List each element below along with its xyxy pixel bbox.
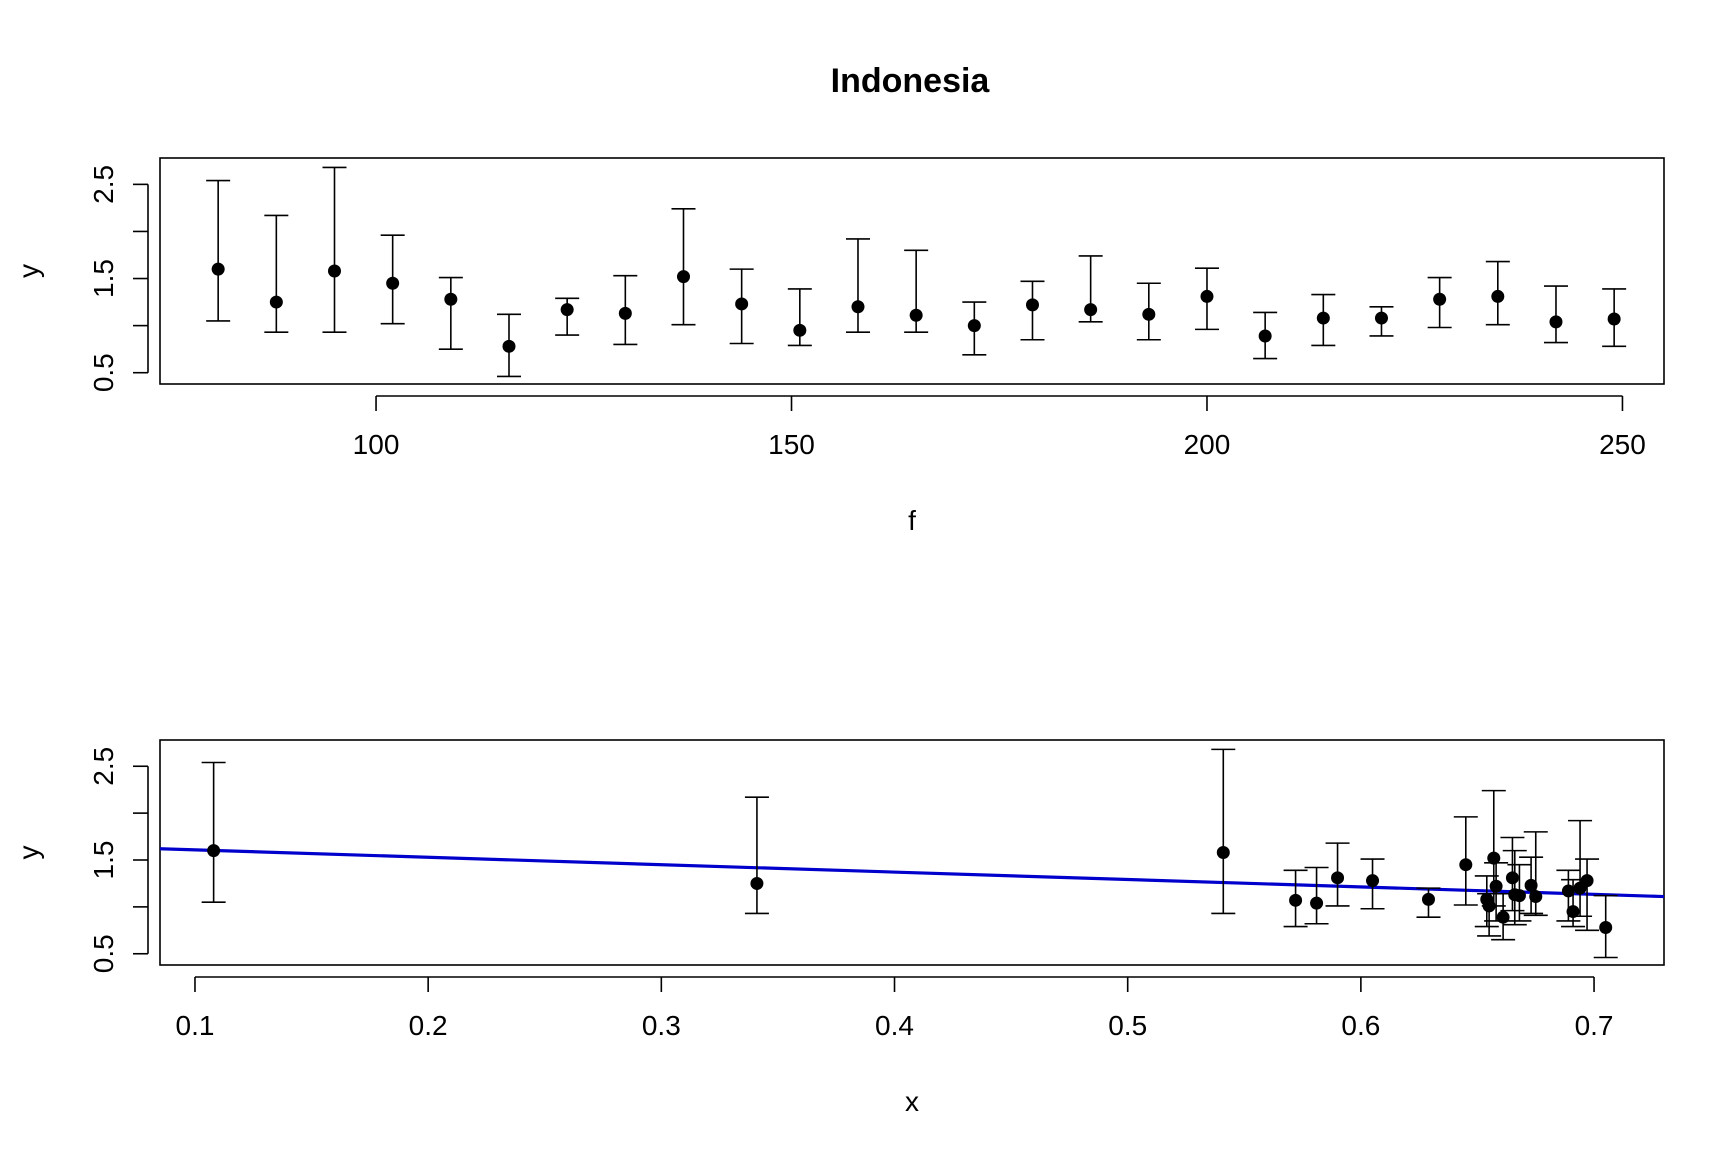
data-point (1374, 311, 1388, 325)
data-point (1366, 874, 1380, 888)
data-point (1580, 874, 1594, 888)
plot-frame (159, 739, 1665, 966)
bottom-panel: 0.1 0.2 0.3 0.4 0.5 0.6 0.7 0.5 1.5 2.5 x y (13, 739, 1665, 1117)
y-tick-label: 2.5 (88, 747, 119, 786)
data-point (207, 844, 221, 858)
x-tick-label: 200 (1184, 429, 1231, 460)
error-bar (201, 761, 226, 903)
data-point (1331, 871, 1345, 885)
data-point (750, 876, 764, 890)
data-point (1142, 307, 1156, 321)
data-point (1561, 884, 1575, 898)
data-point (1496, 910, 1510, 924)
y-axis-title: y (13, 846, 44, 860)
data-point (1459, 858, 1473, 872)
x-tick-label: 0.6 (1341, 1010, 1380, 1041)
x-tick-label: 0.3 (642, 1010, 681, 1041)
data-point (735, 297, 749, 311)
error-bar (1211, 748, 1236, 915)
y-tick-label: 1.5 (88, 259, 119, 298)
y-axis-title: y (13, 264, 44, 278)
data-point (1258, 329, 1272, 343)
x-tick-label: 0.7 (1575, 1010, 1614, 1041)
x-tick-label: 0.2 (409, 1010, 448, 1041)
data-point (618, 306, 632, 320)
error-bar (1502, 849, 1527, 926)
regression-line (160, 847, 1664, 899)
data-point (1200, 289, 1214, 303)
error-bar (1575, 858, 1600, 932)
data-point (211, 262, 225, 276)
error-bar (787, 288, 812, 347)
data-point (1487, 851, 1501, 865)
data-point (1566, 905, 1580, 919)
data-point (851, 300, 865, 314)
data-point (1607, 312, 1621, 326)
data-point (1084, 303, 1098, 317)
data-point (793, 323, 807, 337)
data-point (1489, 879, 1503, 893)
error-bar (322, 166, 347, 334)
data-point (1505, 871, 1519, 885)
y-tick-label: 0.5 (88, 353, 119, 392)
data-point (1524, 878, 1538, 892)
data-point (327, 264, 341, 278)
data-point (909, 308, 923, 322)
error-bar (671, 208, 696, 326)
x-tick-label: 0.5 (1108, 1010, 1147, 1041)
x-tick-label: 250 (1599, 429, 1646, 460)
data-point (1549, 315, 1563, 329)
y-tick-label: 1.5 (88, 841, 119, 880)
data-point (269, 295, 283, 309)
data-point (967, 319, 981, 333)
data-point (1491, 289, 1505, 303)
error-bar (744, 796, 769, 915)
data-point (1310, 896, 1324, 910)
data-point (1512, 889, 1526, 903)
error-bar (1304, 866, 1329, 925)
x-axis-title: x (905, 1086, 919, 1117)
error-bar (845, 238, 870, 334)
data-point (502, 339, 516, 353)
y-tick-label: 2.5 (88, 165, 119, 204)
data-point (560, 303, 574, 317)
x-axis-title: f (908, 505, 916, 536)
data-point (1025, 298, 1039, 312)
error-bar (264, 214, 289, 334)
data-point (1599, 921, 1613, 934)
data-point (444, 292, 458, 306)
x-tick-label: 0.4 (875, 1010, 914, 1041)
error-bar (206, 179, 231, 322)
plot-frame (159, 157, 1665, 385)
error-bar (1568, 819, 1593, 918)
data-point (1421, 892, 1435, 906)
data-point (1529, 890, 1543, 904)
figure-title: Indonesia (831, 62, 991, 100)
data-point (1216, 846, 1230, 859)
data-point (1289, 893, 1303, 907)
x-tick-label: 0.1 (176, 1010, 215, 1041)
top-panel: 100 150 200 250 0.5 1.5 2.5 f y (13, 157, 1665, 536)
y-tick-label: 0.5 (88, 934, 119, 973)
error-bar (1543, 285, 1568, 344)
error-bar (438, 276, 463, 350)
data-point (1316, 311, 1330, 325)
x-tick-label: 150 (768, 429, 815, 460)
x-tick-label: 100 (353, 429, 400, 460)
data-point (386, 276, 400, 290)
data-point (676, 270, 690, 284)
data-point (1433, 292, 1447, 306)
